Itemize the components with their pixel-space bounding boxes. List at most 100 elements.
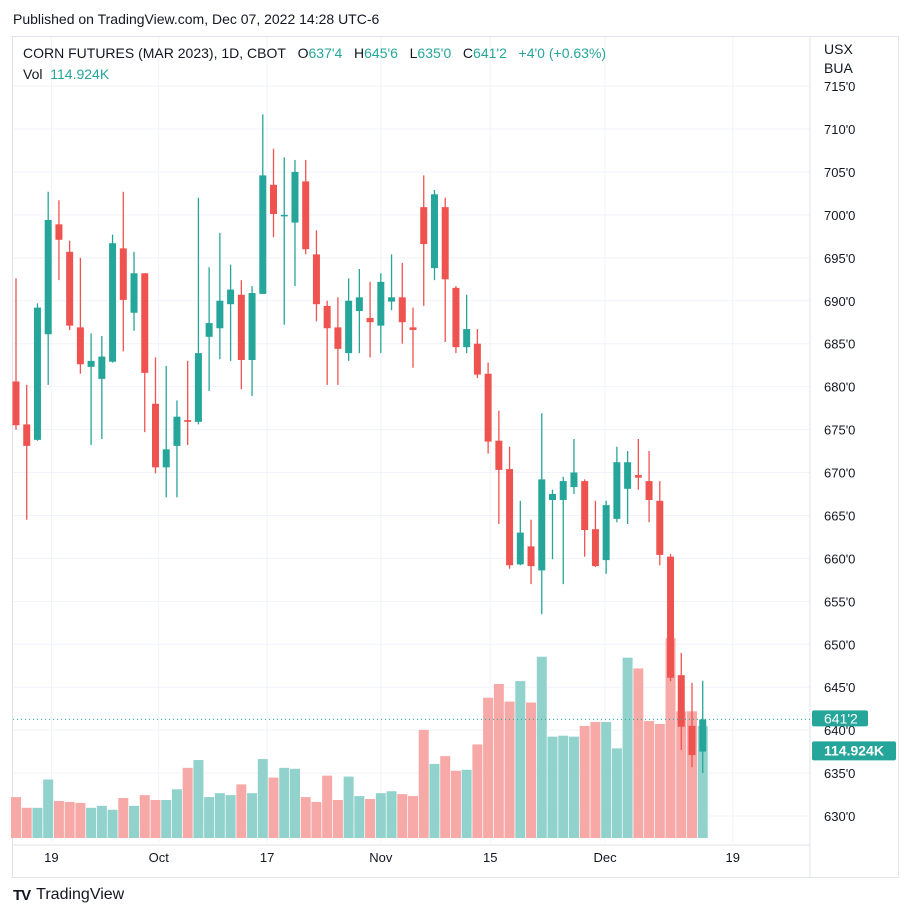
price-tick-label: 710'0	[824, 122, 855, 137]
candle	[463, 294, 471, 354]
volume-bar	[536, 656, 547, 838]
price-tick-label: 695'0	[824, 251, 855, 266]
candle	[559, 476, 567, 585]
volume-bar	[526, 702, 537, 838]
candle	[506, 446, 514, 569]
volume-bar	[472, 744, 483, 838]
volume-bar	[43, 779, 54, 838]
tradingview-logo-icon[interactable]: TV	[13, 886, 31, 904]
candle	[377, 273, 385, 354]
candle-body	[109, 243, 117, 362]
volume-bar	[86, 807, 97, 838]
candle	[227, 264, 235, 361]
candle	[677, 652, 685, 750]
volume-bar	[676, 711, 687, 838]
candle	[591, 500, 599, 567]
candle	[409, 307, 417, 368]
candle	[334, 297, 342, 385]
candle	[291, 159, 299, 287]
volume-bar	[493, 684, 504, 838]
candles	[12, 114, 707, 774]
volume-bar	[225, 795, 236, 838]
candle	[87, 333, 95, 446]
candle	[205, 267, 213, 391]
candle	[430, 189, 438, 281]
open-value: 637'4	[308, 45, 343, 61]
candle	[538, 413, 546, 615]
volume-bar	[568, 736, 579, 838]
candle-body	[656, 500, 664, 555]
volume-bar	[365, 799, 376, 838]
candle-body	[463, 329, 471, 348]
volume-bar	[32, 807, 43, 838]
volume-bar	[644, 721, 655, 838]
volume-bar	[129, 805, 140, 838]
volume-bar	[21, 807, 32, 838]
volume-bar	[161, 799, 172, 838]
candle	[259, 114, 267, 294]
low-label: L	[409, 45, 418, 61]
candle	[398, 262, 406, 344]
candle	[141, 273, 149, 433]
currency-label[interactable]: USX	[824, 41, 853, 57]
price-tick-label: 675'0	[824, 423, 855, 438]
candle	[119, 191, 127, 352]
price-tick-label: 690'0	[824, 294, 855, 309]
volume-bar	[279, 767, 290, 838]
price-tick-label: 640'0	[824, 723, 855, 738]
candle-body	[237, 294, 245, 361]
price-tick-label: 670'0	[824, 466, 855, 481]
candle-body	[441, 207, 449, 280]
candle-body	[98, 356, 106, 379]
volume-bar	[171, 789, 182, 838]
volume-bar	[53, 800, 64, 838]
candle	[55, 200, 63, 281]
volume-bar	[665, 638, 676, 838]
volume-label: Vol	[23, 66, 43, 82]
last-price-label: 641'2	[824, 710, 858, 726]
volume-bar	[96, 805, 107, 838]
candle-body	[667, 556, 675, 678]
candle-body	[248, 293, 256, 361]
candle	[345, 278, 353, 361]
candle	[194, 197, 202, 425]
low-value: 635'0	[417, 45, 452, 61]
candle-body	[538, 479, 546, 571]
footer-brand[interactable]: TradingView	[36, 886, 125, 903]
candle-body	[624, 462, 632, 489]
candle	[473, 329, 481, 379]
volume-bar	[654, 723, 665, 838]
price-axis: 715'0 710'0 705'0 700'0 695'0 690'0 685'0 680'0…	[824, 79, 855, 824]
candle-body	[559, 481, 567, 500]
candle-body	[130, 273, 138, 313]
candle	[98, 335, 106, 440]
candle-body	[216, 300, 224, 329]
unit-label[interactable]: BUA	[824, 60, 853, 76]
footer: TV TradingView	[13, 886, 124, 904]
volume-bar	[300, 797, 311, 838]
candle-body	[420, 207, 428, 245]
time-tick-label: Dec	[594, 850, 618, 865]
candle-body	[484, 373, 492, 442]
last-price-tag: 641'2 114.924K	[812, 710, 896, 761]
candle-body	[259, 175, 267, 294]
candle	[323, 300, 331, 385]
volume-bar	[504, 701, 515, 838]
symbol-title[interactable]: CORN FUTURES (MAR 2023), 1D, CBOT	[23, 45, 286, 61]
candle-body	[495, 440, 503, 470]
volume-bar	[408, 796, 419, 838]
candle	[355, 268, 363, 354]
close-label: C	[462, 45, 474, 61]
candle-body	[12, 381, 20, 426]
candle-body	[291, 171, 299, 223]
volume-bar	[611, 748, 622, 838]
candle	[688, 682, 696, 768]
volume-bar	[257, 759, 268, 838]
volume-bar	[440, 756, 451, 838]
candle-body	[151, 403, 159, 468]
candle-body	[581, 481, 589, 531]
price-tick-label: 660'0	[824, 551, 855, 566]
candle	[667, 554, 675, 682]
volume-bar	[204, 797, 215, 838]
